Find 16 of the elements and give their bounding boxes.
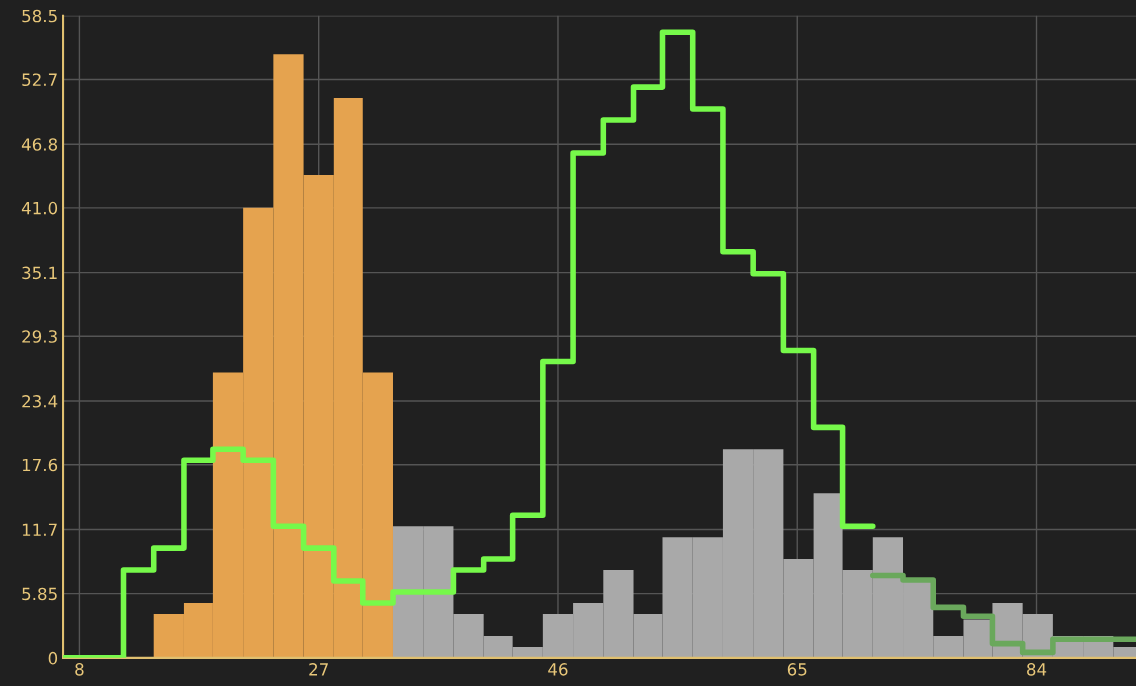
x-tick-label: 84 [1027,663,1047,676]
y-tick-label: 0 [48,651,58,665]
y-tick-label: 29.3 [22,330,57,343]
y-tick-label: 5.85 [22,587,57,601]
x-tick-label: 8 [75,663,84,676]
y-tick-label: 11.7 [22,523,57,536]
y-tick-label: 35.1 [22,266,57,280]
x-tick-label: 46 [548,663,568,676]
y-tick-label: 23.4 [22,395,58,408]
y-tick-label: 17.6 [22,458,58,472]
y-tick-label: 41.0 [21,201,58,215]
x-tick-label: 65 [787,663,807,676]
x-tick-label: 27 [309,663,328,676]
y-tick-label: 46.8 [21,138,58,151]
y-tick-label: 58.5 [22,9,57,23]
y-tick-label: 52.7 [22,73,57,87]
